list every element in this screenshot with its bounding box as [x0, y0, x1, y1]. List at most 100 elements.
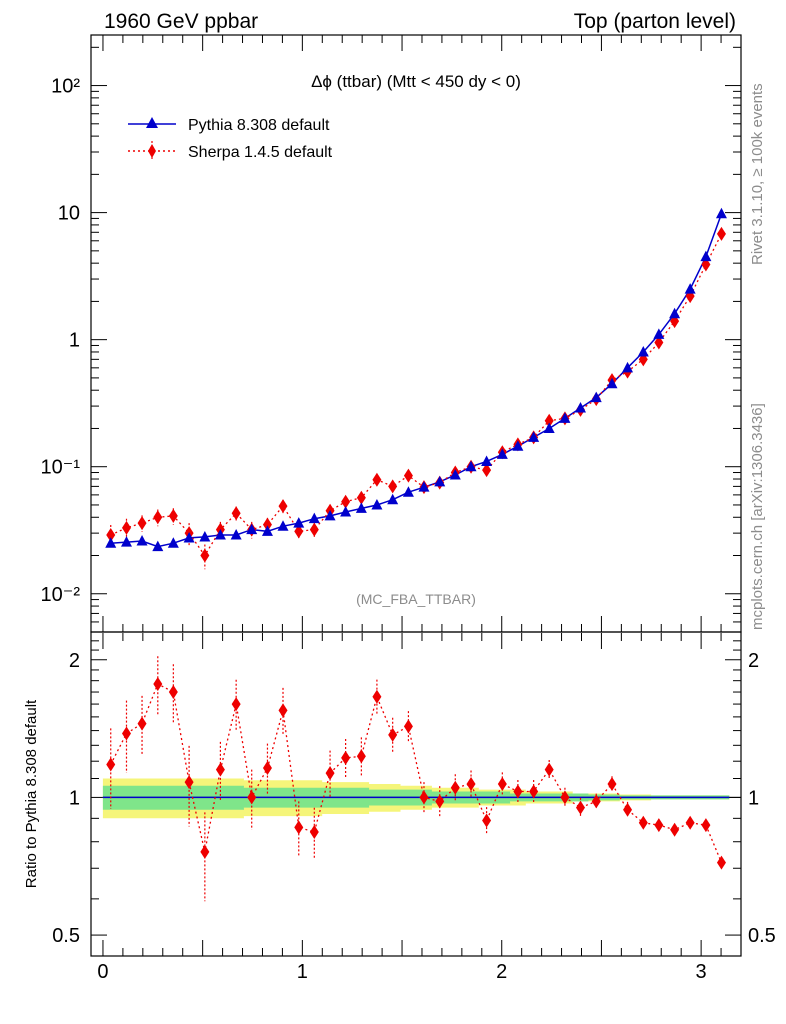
sherpa-point [200, 548, 210, 563]
main-panel-title: Δϕ (ttbar) (Mtt < 450 dy < 0) [311, 72, 521, 91]
pythia-point [105, 537, 117, 548]
ratio-point [231, 697, 241, 712]
pythia-point [183, 531, 195, 543]
ratio-point [325, 766, 335, 781]
ratio-point [544, 762, 554, 777]
ratio-point [341, 750, 351, 765]
ratio-point [670, 822, 680, 837]
pythia-point [246, 523, 258, 535]
ratio-point [466, 776, 476, 791]
ratio-point [168, 685, 178, 700]
rivet-side-label: Rivet 3.1.10, ≥ 100k events [749, 83, 766, 265]
pythia-point [324, 509, 336, 521]
ratio-point [450, 780, 460, 795]
ratio-point [607, 776, 617, 791]
header-left-label: 1960 GeV ppbar [104, 10, 258, 33]
sherpa-point [121, 520, 131, 535]
ratio-series-layer [106, 656, 726, 902]
ratio-point [623, 802, 633, 817]
pythia-point [167, 537, 179, 548]
pythia-point [465, 460, 477, 472]
ratio-point [560, 790, 570, 805]
sherpa-point [388, 479, 398, 494]
main-y-axis: 10⁻² 10⁻¹ 1 10 10² [41, 46, 741, 633]
pythia-point [574, 401, 586, 413]
ratio-point [294, 820, 304, 835]
ratio-point [121, 726, 131, 741]
pythia-point [371, 498, 383, 510]
pythia-point [261, 525, 273, 536]
pythia-point [590, 391, 602, 403]
ratio-point [153, 677, 163, 692]
ratio-panel-frame [90, 631, 742, 957]
pythia-point [559, 412, 571, 423]
pythia-point [308, 512, 320, 524]
legend-label-sherpa: Sherpa 1.4.5 default [188, 144, 333, 161]
ratio-point [262, 760, 272, 775]
legend-diamond-marker [148, 144, 156, 158]
sherpa-point [278, 499, 288, 514]
pythia-point [653, 328, 665, 339]
main-y-tick-label: 10 [58, 203, 80, 225]
header-right-label: Top (parton level) [574, 10, 736, 33]
sherpa-point [168, 508, 178, 523]
ratio-point [482, 813, 492, 828]
pythia-point [684, 283, 696, 294]
pythia-point [669, 307, 681, 319]
sherpa-point [716, 226, 726, 241]
sherpa-point [341, 494, 351, 509]
sherpa-point [372, 472, 382, 487]
pythia-point [622, 361, 634, 373]
pythia-point [214, 529, 226, 540]
ratio-point [200, 844, 210, 859]
sherpa-point [654, 335, 664, 350]
pythia-point [152, 540, 164, 552]
legend-label-pythia: Pythia 8.308 default [188, 117, 330, 134]
ratio-point [403, 719, 413, 734]
pythia-point [199, 530, 211, 542]
x-tick-label: 3 [696, 961, 707, 983]
pythia-point [418, 481, 430, 492]
sherpa-line [110, 233, 723, 557]
ratio-point [497, 776, 507, 791]
analysis-watermark: (MC_FBA_TTBAR) [356, 591, 476, 607]
pythia-point [293, 517, 305, 528]
ratio-point [685, 815, 695, 830]
x-tick-label: 0 [97, 961, 108, 983]
ratio-point [215, 762, 225, 777]
pythia-point [528, 431, 540, 442]
pythia-point [355, 502, 367, 513]
pythia-line [110, 213, 723, 548]
ratio-point [529, 784, 539, 799]
pythia-point [481, 455, 493, 466]
ratio-y-tick-label-right: 1 [748, 787, 759, 809]
pythia-point [700, 250, 712, 262]
sherpa-point [137, 516, 147, 531]
ratio-y-axis-label: Ratio to Pythia 8.308 default [23, 699, 40, 888]
pythia-point [387, 493, 399, 505]
ratio-point [638, 815, 648, 830]
x-axis: 0 1 2 3 [97, 35, 742, 983]
ratio-point [137, 716, 147, 731]
sherpa-point [309, 522, 319, 537]
ratio-point [591, 794, 601, 809]
ratio-point [356, 749, 366, 764]
pythia-point [449, 469, 461, 480]
pythia-point [715, 207, 727, 219]
pythia-point [543, 422, 555, 433]
ratio-point [513, 784, 523, 799]
sherpa-point [294, 524, 304, 539]
sherpa-point [106, 528, 116, 543]
x-tick-label: 2 [496, 961, 507, 983]
sherpa-point [544, 413, 554, 428]
sherpa-point [482, 463, 492, 478]
pythia-point [496, 448, 508, 459]
ratio-y-tick-label: 1 [69, 787, 80, 809]
main-y-tick-label: 10⁻² [41, 584, 81, 606]
mcplots-side-label: mcplots.cern.ch [arXiv:1306.3436] [749, 403, 766, 630]
ratio-point [372, 689, 382, 704]
ratio-point [388, 727, 398, 742]
sherpa-point [356, 490, 366, 505]
